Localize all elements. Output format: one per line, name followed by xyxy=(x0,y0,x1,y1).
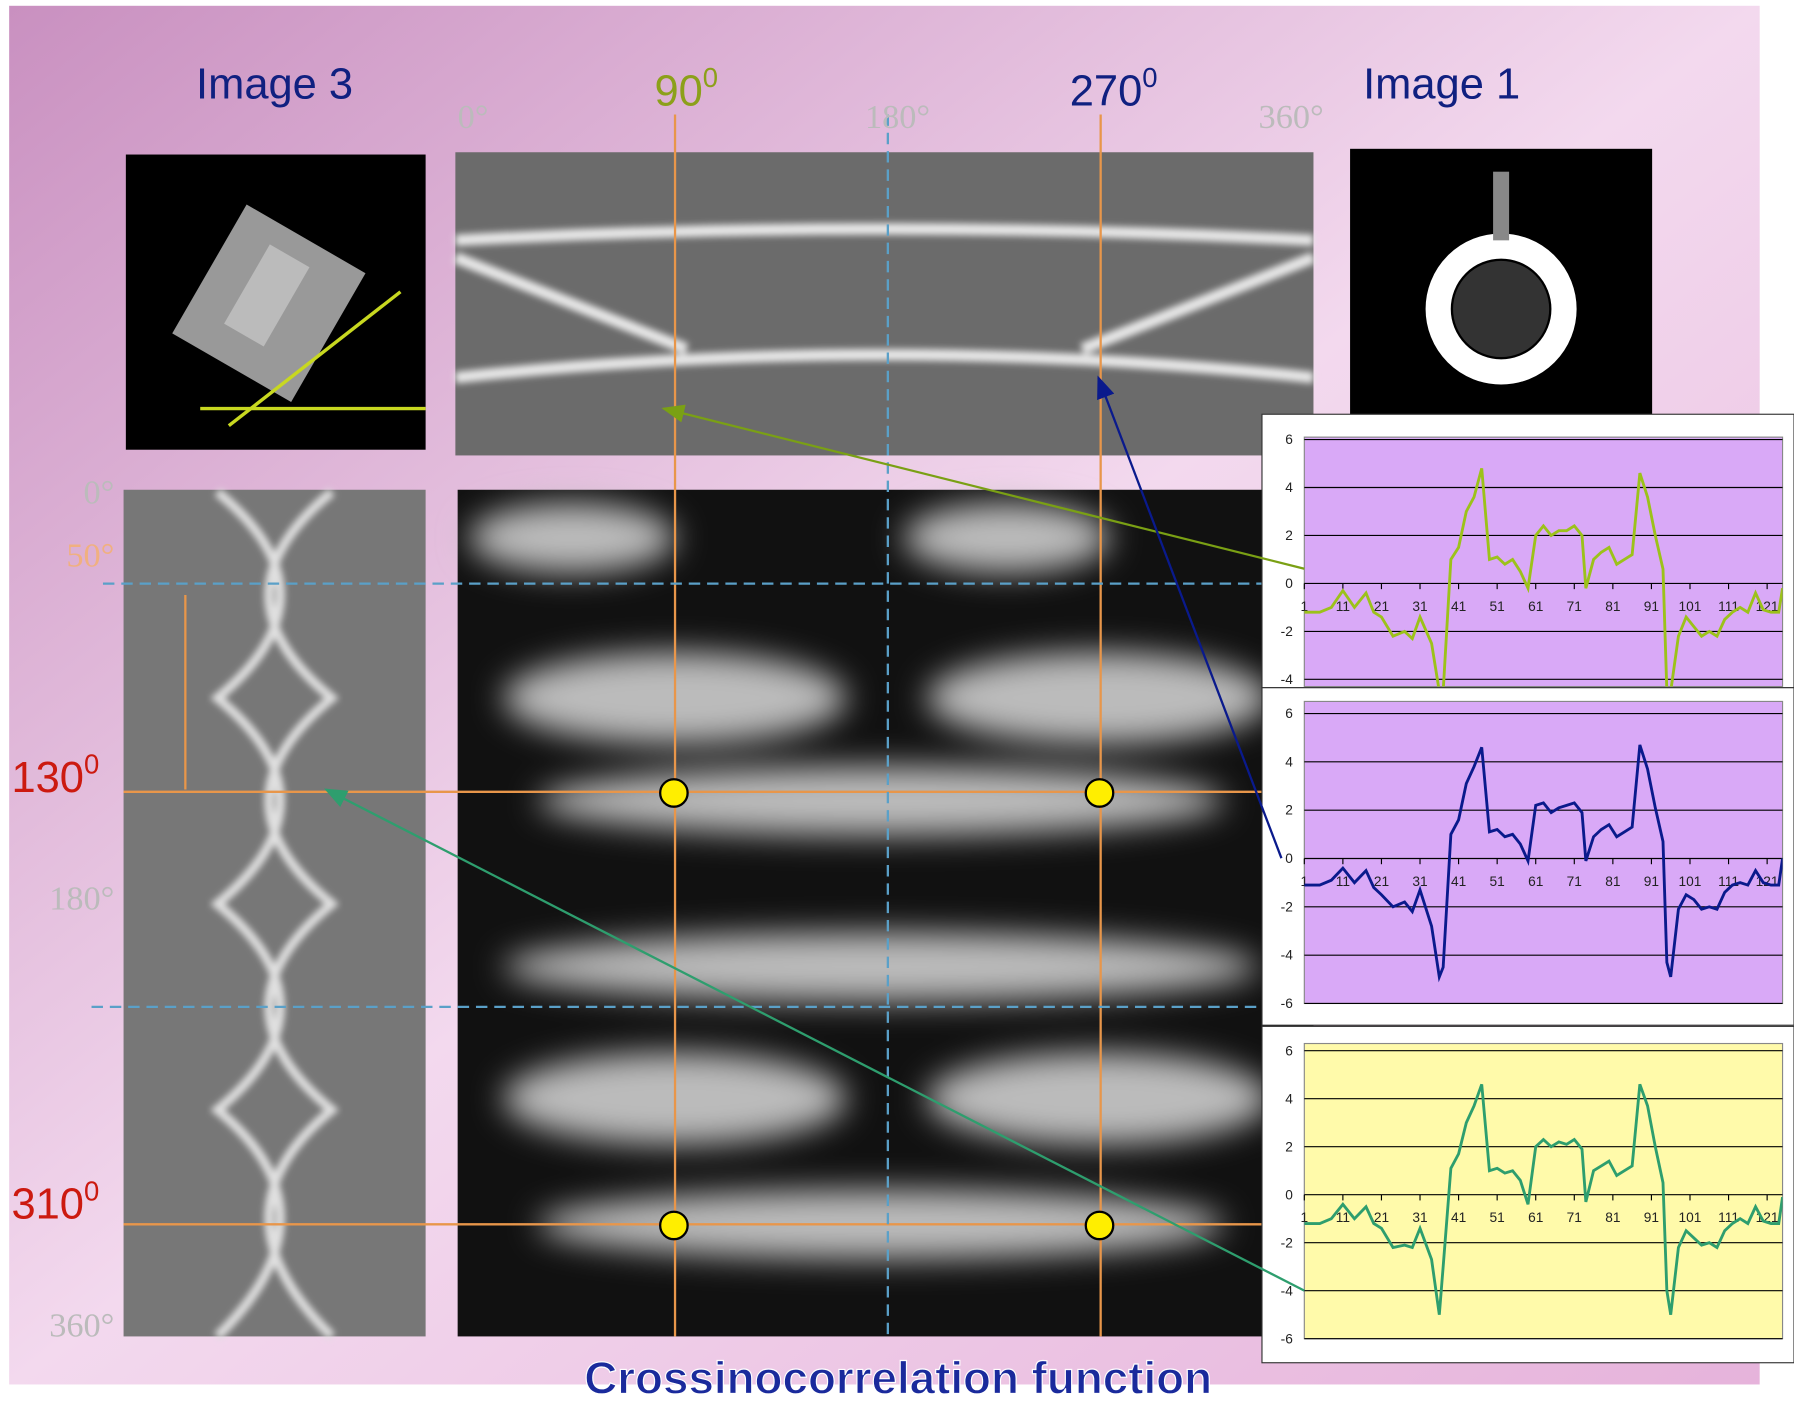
y-tick-label: 6 xyxy=(1285,706,1293,721)
y-tick-label: 4 xyxy=(1285,754,1293,769)
image-1 xyxy=(1350,148,1653,447)
top-tick: 180° xyxy=(865,98,930,136)
guide-lines xyxy=(123,114,1314,1337)
x-tick-label: 41 xyxy=(1451,1210,1466,1225)
arrow xyxy=(1097,375,1283,859)
left-tick: 50° xyxy=(66,536,114,574)
x-tick-label: 71 xyxy=(1567,874,1582,889)
y-tick-label: 6 xyxy=(1285,432,1293,447)
correlation-map xyxy=(457,489,1314,1337)
x-tick-label: 81 xyxy=(1605,599,1620,614)
top-sinogram xyxy=(453,152,1316,456)
x-tick-label: 11 xyxy=(1336,874,1350,889)
top-tick: 360° xyxy=(1259,98,1324,136)
y-tick-label: 4 xyxy=(1285,1091,1293,1106)
plot-area xyxy=(1303,700,1784,1005)
image-1-label: Image 1 xyxy=(1363,60,1520,108)
y-tick-label: -2 xyxy=(1281,899,1293,914)
x-tick-label: 31 xyxy=(1412,874,1427,889)
plot-area xyxy=(1303,1042,1784,1340)
left-tick: 360° xyxy=(49,1306,114,1344)
top-tick: 0° xyxy=(458,98,489,136)
x-tick-label: 81 xyxy=(1605,1210,1620,1225)
y-tick-label: 2 xyxy=(1285,1139,1293,1154)
caption: Crossinocorrelation function xyxy=(584,1353,1212,1404)
y-tick-label: -6 xyxy=(1281,996,1294,1011)
x-tick-label: 11 xyxy=(1336,1210,1350,1225)
x-tick-label: 71 xyxy=(1567,599,1582,614)
y-tick-label: -4 xyxy=(1281,672,1294,687)
match-points xyxy=(659,778,1115,1241)
x-tick-label: 51 xyxy=(1490,874,1505,889)
sup: 0 xyxy=(84,1175,99,1206)
y-tick-label: 4 xyxy=(1285,480,1293,495)
y-tick-label: 2 xyxy=(1285,803,1293,818)
angle: 130 xyxy=(11,754,84,802)
x-tick-label: 101 xyxy=(1679,599,1702,614)
x-tick-label: 21 xyxy=(1374,599,1389,614)
x-tick-label: 41 xyxy=(1451,599,1466,614)
x-tick-label: 21 xyxy=(1374,874,1389,889)
angle: 310 xyxy=(11,1181,84,1229)
x-tick-label: 61 xyxy=(1528,874,1543,889)
sup: 0 xyxy=(703,62,718,93)
series-line xyxy=(1304,467,1783,687)
x-tick-label: 121 xyxy=(1756,1210,1779,1225)
y-tick-label: 2 xyxy=(1285,528,1293,543)
series-line xyxy=(1304,1083,1783,1315)
angle-label: 1300 xyxy=(11,749,99,802)
x-tick-label: 61 xyxy=(1528,599,1543,614)
y-tick-label: 6 xyxy=(1285,1043,1293,1058)
y-tick-label: -2 xyxy=(1281,624,1293,639)
x-tick-label: 11 xyxy=(1336,599,1350,614)
x-tick-label: 81 xyxy=(1605,874,1620,889)
angle-label: 900 xyxy=(654,62,718,115)
x-tick-label: 91 xyxy=(1644,1210,1659,1225)
x-tick-label: 1 xyxy=(1300,874,1308,889)
plot-area xyxy=(1303,436,1784,688)
x-tick-label: 51 xyxy=(1490,1210,1505,1225)
x-tick-label: 31 xyxy=(1412,599,1427,614)
arrow xyxy=(661,404,1305,570)
sup: 0 xyxy=(84,749,99,780)
x-tick-label: 101 xyxy=(1679,1210,1702,1225)
x-tick-label: 111 xyxy=(1718,874,1739,889)
x-tick-label: 71 xyxy=(1567,1210,1582,1225)
x-tick-label: 31 xyxy=(1412,1210,1427,1225)
y-tick-label: -6 xyxy=(1281,1331,1294,1346)
y-tick-label: 0 xyxy=(1285,851,1293,866)
series-line xyxy=(1304,744,1783,983)
angle-label: 2700 xyxy=(1070,62,1158,115)
x-tick-label: 91 xyxy=(1644,874,1659,889)
x-tick-label: 101 xyxy=(1679,874,1702,889)
angle: 90 xyxy=(654,67,702,115)
x-tick-label: 1 xyxy=(1300,599,1308,614)
x-tick-label: 41 xyxy=(1451,874,1466,889)
sup: 0 xyxy=(1142,62,1157,93)
angle-label: 3100 xyxy=(11,1175,99,1228)
left-tick: 0° xyxy=(84,473,115,511)
y-tick-label: -2 xyxy=(1281,1235,1293,1250)
left-sinogram xyxy=(123,488,426,1340)
y-tick-label: -4 xyxy=(1281,1283,1294,1298)
x-tick-label: 21 xyxy=(1374,1210,1389,1225)
y-tick-label: -4 xyxy=(1281,948,1294,963)
y-tick-label: 0 xyxy=(1285,576,1293,591)
angle: 270 xyxy=(1070,67,1143,115)
image-3 xyxy=(125,154,426,450)
x-tick-label: 91 xyxy=(1644,599,1659,614)
arrow xyxy=(324,788,1305,1292)
x-tick-label: 61 xyxy=(1528,1210,1543,1225)
x-tick-label: 51 xyxy=(1490,599,1505,614)
image-3-label: Image 3 xyxy=(196,60,353,108)
left-tick: 180° xyxy=(49,880,114,918)
y-tick-label: 0 xyxy=(1285,1187,1293,1202)
x-tick-label: 1 xyxy=(1300,1210,1308,1225)
